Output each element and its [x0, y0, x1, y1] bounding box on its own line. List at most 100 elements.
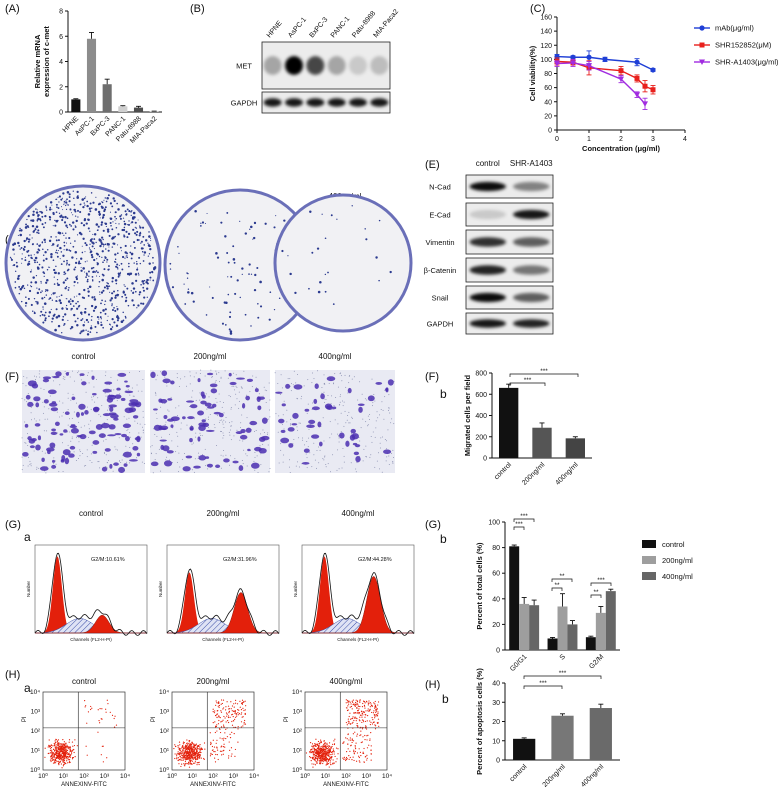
dotplot-tick: 10¹ — [160, 748, 170, 755]
pore — [109, 394, 110, 395]
colony — [92, 245, 94, 247]
colony — [34, 261, 36, 263]
cell — [102, 467, 107, 472]
pore — [186, 425, 187, 426]
event — [372, 719, 373, 720]
event — [320, 753, 321, 754]
colony — [34, 298, 35, 299]
pore — [241, 415, 242, 416]
colony — [71, 256, 73, 258]
event — [195, 757, 196, 758]
event — [103, 761, 104, 762]
event — [58, 756, 59, 757]
pore — [108, 460, 109, 461]
event — [223, 726, 224, 727]
event — [50, 746, 51, 747]
pore — [165, 459, 166, 460]
colony — [108, 194, 110, 196]
event — [235, 710, 236, 711]
pore — [22, 457, 23, 458]
colony — [91, 296, 93, 298]
pore — [386, 460, 387, 461]
pore — [262, 444, 263, 445]
colony — [128, 263, 130, 265]
pore — [286, 421, 287, 422]
legend-swatch — [642, 572, 656, 580]
event — [319, 760, 320, 761]
pore — [330, 471, 331, 472]
colony — [93, 271, 95, 273]
colony — [137, 304, 139, 306]
colony — [105, 313, 107, 315]
pore — [256, 377, 257, 378]
colony — [65, 279, 67, 281]
colony — [141, 247, 143, 249]
cell — [294, 384, 303, 389]
cell — [129, 459, 138, 461]
colony — [14, 253, 15, 254]
colony — [257, 303, 259, 305]
event — [65, 753, 66, 754]
cell — [113, 462, 119, 466]
pore — [202, 454, 203, 455]
pore — [247, 455, 248, 456]
colony — [100, 245, 101, 246]
event — [193, 754, 194, 755]
event — [369, 738, 370, 739]
pore — [347, 415, 348, 416]
event — [367, 758, 368, 759]
event — [48, 745, 49, 746]
colony — [121, 250, 122, 251]
colony — [78, 261, 80, 263]
event — [223, 739, 224, 740]
event — [218, 720, 219, 721]
pore — [293, 384, 294, 385]
colony — [115, 211, 117, 213]
colony — [79, 332, 81, 334]
colony — [100, 217, 101, 218]
event — [359, 757, 360, 758]
cell — [66, 372, 69, 376]
colony — [51, 321, 53, 323]
event — [194, 763, 195, 764]
pore — [119, 437, 120, 438]
event — [225, 706, 226, 707]
event — [228, 715, 229, 716]
pore — [306, 454, 307, 455]
pore — [208, 427, 209, 428]
event — [350, 702, 351, 703]
colony — [111, 292, 113, 294]
y-axis-label: Cell viability(%) — [528, 45, 537, 101]
event — [243, 710, 244, 711]
event — [57, 753, 58, 754]
event — [350, 740, 351, 741]
bar — [513, 739, 535, 760]
event — [326, 744, 327, 745]
pore — [156, 413, 157, 414]
event — [350, 703, 351, 704]
pore — [42, 402, 43, 403]
colony — [88, 276, 89, 277]
colony — [184, 303, 186, 305]
event — [114, 716, 115, 717]
event — [62, 739, 63, 740]
event — [197, 750, 198, 751]
colony — [74, 209, 76, 211]
pore — [236, 430, 237, 431]
pore — [230, 396, 231, 397]
pore — [341, 431, 342, 432]
colony — [65, 201, 67, 203]
row-label: MET — [236, 62, 252, 71]
event — [362, 706, 363, 707]
colony — [64, 216, 66, 218]
cell — [197, 436, 200, 441]
colony — [68, 289, 70, 291]
colony — [139, 226, 141, 228]
event — [320, 751, 321, 752]
colony — [331, 214, 333, 216]
colony — [112, 236, 115, 239]
event — [200, 749, 201, 750]
cell — [35, 423, 41, 427]
cell — [288, 443, 293, 448]
colony — [26, 251, 28, 253]
